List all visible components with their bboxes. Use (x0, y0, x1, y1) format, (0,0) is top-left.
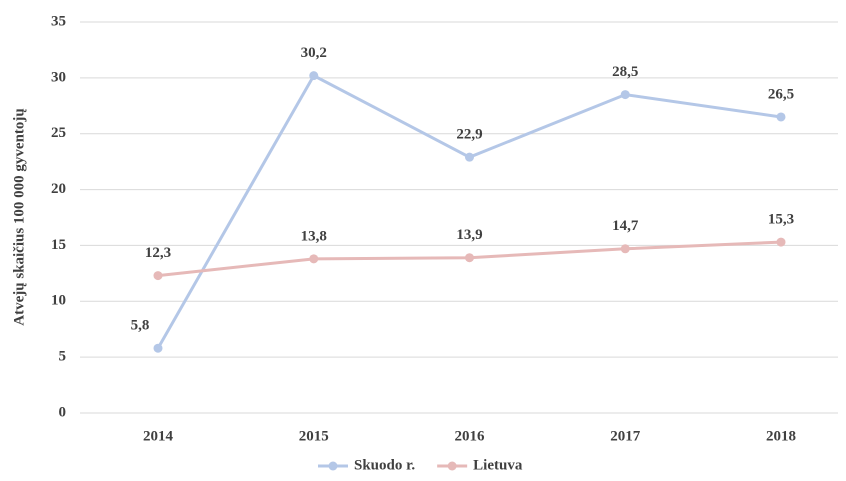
y-tick-label: 25 (51, 125, 66, 141)
point (309, 254, 319, 264)
data-label: 13,8 (301, 228, 327, 244)
point (153, 271, 163, 281)
y-axis-label: Atvejų skaičius 100 000 gyventojų (11, 108, 27, 326)
y-tick-label: 15 (51, 237, 66, 253)
x-tick-label: 2018 (766, 428, 796, 444)
data-label: 26,5 (768, 86, 794, 102)
point (153, 343, 163, 353)
legend-label: Skuodo r. (354, 457, 415, 473)
point (776, 237, 786, 247)
data-label: 28,5 (612, 64, 638, 80)
y-tick-label: 5 (59, 349, 67, 365)
data-label: 15,3 (768, 212, 794, 228)
y-tick-label: 0 (59, 404, 67, 420)
legend-marker (447, 461, 457, 471)
data-label: 22,9 (456, 127, 482, 143)
data-label: 12,3 (145, 245, 171, 261)
y-tick-label: 35 (51, 13, 66, 29)
point (309, 71, 319, 81)
point (465, 253, 474, 263)
data-label: 5,8 (131, 318, 150, 334)
x-tick-label: 2014 (143, 428, 174, 444)
x-tick-label: 2017 (610, 428, 641, 444)
y-tick-label: 20 (51, 181, 66, 197)
legend-label: Lietuva (473, 457, 523, 473)
y-tick-label: 10 (51, 293, 66, 309)
data-label: 30,2 (301, 45, 327, 61)
point (620, 244, 630, 254)
y-tick-label: 30 (51, 69, 66, 85)
point (776, 112, 786, 122)
point (620, 90, 630, 100)
legend-marker (328, 461, 338, 471)
x-tick-label: 2015 (299, 428, 329, 444)
data-label: 13,9 (456, 227, 482, 243)
x-tick-label: 2016 (455, 428, 486, 444)
data-label: 14,7 (612, 218, 639, 234)
point (465, 152, 474, 162)
series-line (156, 73, 782, 349)
